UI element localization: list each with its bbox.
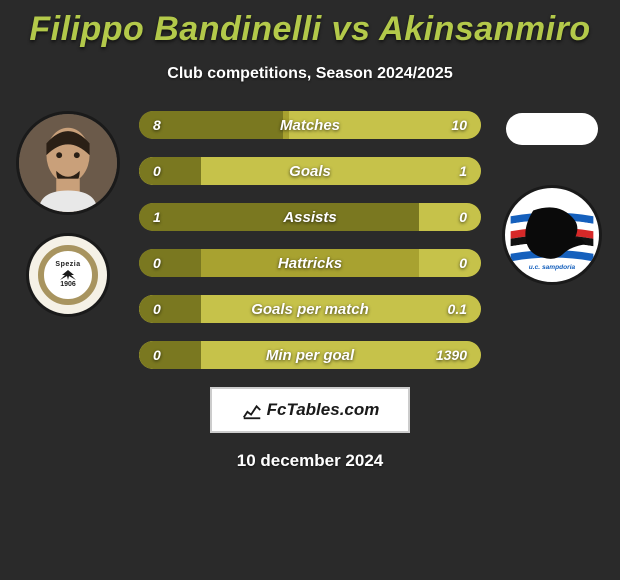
- stat-row: Min per goal0 1390: [139, 341, 481, 369]
- stat-value-right: 1390: [436, 341, 467, 369]
- stat-value-right: 0.1: [448, 295, 467, 323]
- stat-value-left: 1: [153, 203, 161, 231]
- page-title: Filippo Bandinelli vs Akinsanmiro: [0, 0, 620, 49]
- footer-brand-text: FcTables.com: [267, 400, 380, 420]
- footer-brand-badge: FcTables.com: [210, 387, 410, 433]
- chart-icon: [241, 399, 263, 421]
- stat-label: Goals: [139, 157, 481, 185]
- left-player-avatar: [16, 111, 120, 215]
- stat-label: Matches: [139, 111, 481, 139]
- stat-bars: Matches810Goals01Assists10Hattricks00Goa…: [139, 111, 481, 369]
- stat-row: Goals per match0 0.1: [139, 295, 481, 323]
- sampdoria-badge-icon: u.c. sampdoria: [505, 185, 599, 285]
- stat-value-right: 1: [459, 157, 467, 185]
- stat-label: Goals per match: [139, 295, 481, 323]
- left-club-badge-inner: Spezia 1906: [38, 245, 98, 305]
- stat-label: Min per goal: [139, 341, 481, 369]
- right-player-avatar: [506, 113, 598, 145]
- left-player-column: Spezia 1906: [8, 111, 128, 317]
- left-club-name: Spezia: [55, 261, 80, 269]
- stat-value-left: 0: [153, 341, 161, 369]
- stat-value-left: 8: [153, 111, 161, 139]
- left-club-badge: Spezia 1906: [26, 233, 110, 317]
- stat-row: Matches8 10: [139, 111, 481, 139]
- stat-value-right: 0: [459, 249, 467, 277]
- stat-row: Goals0 1: [139, 157, 481, 185]
- right-player-column: u.c. sampdoria: [492, 111, 612, 285]
- footer-date: 10 december 2024: [0, 451, 620, 471]
- eagle-icon: [59, 269, 77, 281]
- comparison-content: Spezia 1906 u.c. sampdoria Ma: [0, 111, 620, 369]
- stat-label: Assists: [139, 203, 481, 231]
- player-face-icon: [19, 114, 117, 212]
- right-club-badge: u.c. sampdoria: [502, 185, 602, 285]
- stat-row: Assists1 0: [139, 203, 481, 231]
- stat-value-left: 0: [153, 157, 161, 185]
- left-club-year: 1906: [60, 281, 76, 289]
- stat-value-left: 0: [153, 295, 161, 323]
- stat-value-right: 10: [451, 111, 467, 139]
- stat-row: Hattricks0 0: [139, 249, 481, 277]
- svg-text:u.c. sampdoria: u.c. sampdoria: [529, 264, 576, 271]
- stat-value-right: 0: [459, 203, 467, 231]
- stat-label: Hattricks: [139, 249, 481, 277]
- subtitle: Club competitions, Season 2024/2025: [0, 65, 620, 83]
- stat-value-left: 0: [153, 249, 161, 277]
